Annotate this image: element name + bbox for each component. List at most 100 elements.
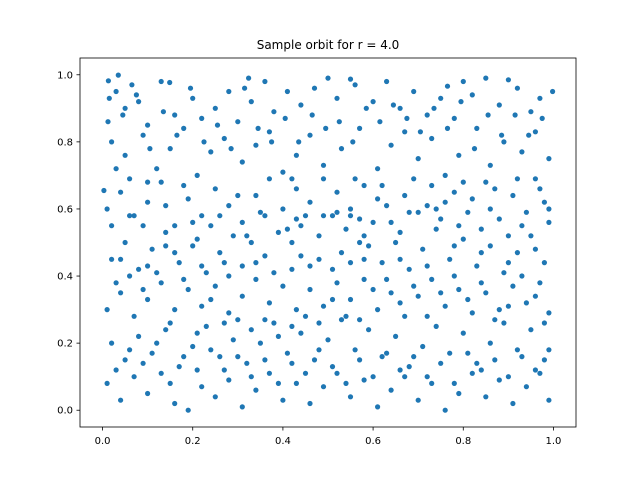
data-point [115,72,121,78]
data-point [501,320,507,326]
data-point [257,340,263,346]
data-point [172,400,178,407]
data-point [104,307,110,313]
y-axis: 0.0 0.2 0.4 0.6 0.8 1.0 [57,70,80,417]
data-point [275,229,281,235]
data-point [228,146,234,152]
data-point [546,206,552,212]
data-point [420,343,426,350]
data-point [203,323,209,329]
data-point [402,192,408,199]
data-point [113,88,119,95]
data-point [118,256,124,262]
x-tick-label: 0.6 [365,436,381,447]
data-point [528,327,534,333]
data-point [154,166,160,172]
data-point [329,296,336,303]
data-point [393,239,399,246]
data-point [187,85,194,91]
data-point [370,374,376,380]
data-point [280,397,286,403]
data-point [302,213,309,219]
data-point [181,182,187,189]
data-point [289,360,295,366]
data-point [127,213,133,219]
data-point [325,75,331,81]
data-point [510,400,516,407]
data-point [113,367,119,373]
data-point [244,233,250,239]
data-point [140,286,146,293]
data-point [523,300,530,306]
data-point [384,350,390,356]
data-point [499,132,505,138]
data-point [456,390,462,397]
data-point [397,256,403,262]
data-point [505,260,511,266]
data-point [208,347,214,353]
data-point [541,260,548,266]
data-point [514,347,521,353]
data-point [127,176,133,182]
data-point [194,236,200,242]
data-point [528,233,534,239]
data-point [262,78,268,85]
data-point [424,263,430,269]
data-point [537,370,543,376]
data-point [194,172,200,178]
data-point [424,313,430,319]
data-point [131,213,137,219]
data-point [429,276,435,282]
data-point [226,88,232,95]
data-point [492,357,498,363]
data-point [298,330,304,336]
data-point [375,307,381,313]
data-point [537,95,543,101]
data-point [474,263,480,269]
data-point [438,216,444,222]
data-point [532,367,539,373]
data-point [397,300,403,306]
data-point [510,192,516,199]
data-point [242,85,248,91]
data-point [411,354,417,360]
data-point [343,226,349,232]
data-point [433,226,439,232]
data-point [415,209,421,215]
data-point [248,327,254,333]
data-point [469,92,475,98]
data-point [402,313,408,319]
data-point [284,350,290,356]
data-point [411,88,417,95]
data-point [377,119,383,125]
data-point [487,162,493,168]
data-point [118,189,124,195]
data-point [172,112,178,118]
data-point [458,99,464,105]
data-point [120,112,126,118]
data-point [406,364,412,370]
data-point [541,199,548,205]
data-point [307,132,313,138]
data-point [235,354,241,360]
data-point [505,77,511,83]
data-point [329,266,336,272]
data-point [212,283,218,289]
data-point [266,300,272,306]
data-point [163,243,169,249]
y-tick-label: 0.0 [57,406,73,417]
data-point [271,109,277,115]
data-point [456,286,462,293]
data-point [514,250,521,256]
data-point [501,139,507,145]
data-point [496,216,502,222]
data-point [487,206,493,212]
data-point [334,370,340,376]
data-point [487,243,493,249]
data-point [474,360,480,366]
data-point [442,172,448,178]
data-point [163,327,169,333]
data-point [388,387,394,393]
data-point [338,317,345,323]
data-point [226,377,232,383]
